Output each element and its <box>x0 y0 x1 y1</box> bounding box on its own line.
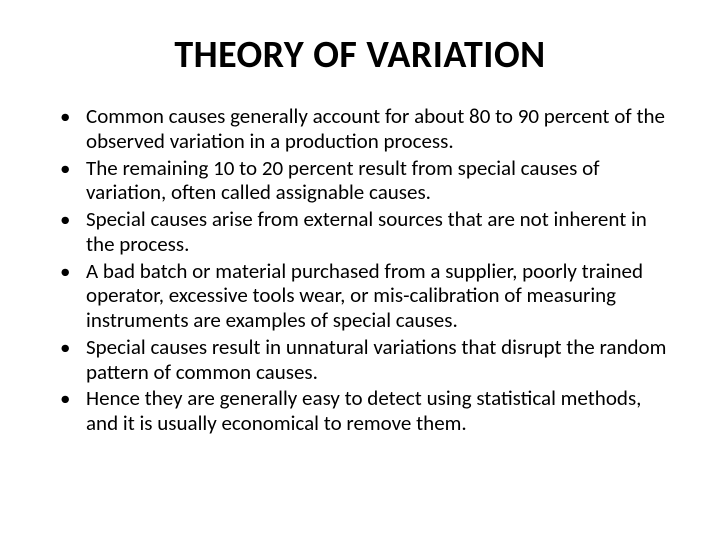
list-item: Common causes generally account for abou… <box>82 104 672 154</box>
list-item: A bad batch or material purchased from a… <box>82 259 672 333</box>
slide-container: THEORY OF VARIATION Common causes genera… <box>0 0 720 540</box>
list-item: Special causes result in unnatural varia… <box>82 335 672 385</box>
list-item: Hence they are generally easy to detect … <box>82 386 672 436</box>
slide-title: THEORY OF VARIATION <box>48 32 672 78</box>
list-item: Special causes arise from external sourc… <box>82 207 672 257</box>
bullet-list: Common causes generally account for abou… <box>48 104 672 436</box>
list-item: The remaining 10 to 20 percent result fr… <box>82 156 672 206</box>
